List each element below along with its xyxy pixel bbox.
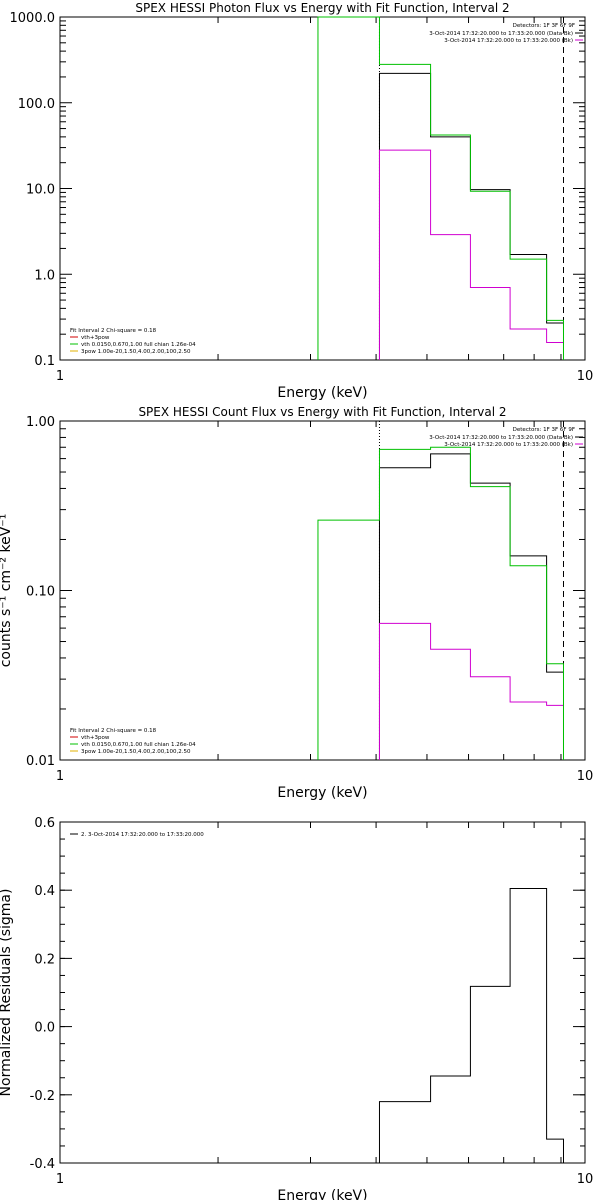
legend-top-right: Detectors: 1F 3F 6F 9F 3-Oct-2014 17:32:2…	[429, 427, 583, 448]
y-tick-label: 100.0	[18, 97, 55, 112]
y-axis-label: counts s⁻¹ cm⁻² keV⁻¹	[0, 514, 14, 668]
y-tick-label: 1000.0	[10, 11, 56, 26]
x-axis-label: Energy (keV)	[277, 1188, 367, 1200]
series-step-2	[378, 622, 564, 760]
legend-entry: vth+3pow	[81, 335, 110, 341]
series-step-1	[378, 453, 564, 760]
x-tick-label: 10	[577, 769, 594, 784]
x-tick-label: 1	[56, 1172, 64, 1187]
y-tick-label: 10.0	[26, 183, 55, 198]
series-step-3	[317, 16, 564, 360]
x-tick-label: 10	[577, 1172, 594, 1187]
chart-panel-2: SPEX HESSI Count Flux vs Energy with Fit…	[0, 405, 593, 801]
legend-entry: vth 0.0150,0.670,1.00 full chian 1.26e-0…	[81, 742, 196, 748]
y-tick-label: 0.0	[34, 1021, 55, 1036]
y-tick-label: 0.01	[26, 754, 55, 769]
y-tick-label: 0.10	[26, 585, 55, 600]
legend-header: Detectors: 1F 3F 6F 9F	[513, 23, 575, 29]
legend-entry: 3pow 1.00e-20,1.50,4.00,2.00,100,2.50	[81, 349, 191, 355]
legend-top-left: 2. 3-Oct-2014 17:32:20.000 to 17:33:20.0…	[70, 832, 204, 838]
chart-panel-1: SPEX HESSI Photon Flux vs Energy with Fi…	[10, 1, 594, 401]
series-step-1	[378, 887, 564, 1163]
plot-frame	[59, 420, 586, 761]
y-tick-label: 0.4	[34, 884, 55, 899]
x-tick-label: 1	[56, 769, 64, 784]
legend-bottom-left: Fit Interval 2 Chi-square = 0.18vth+3pow…	[70, 728, 196, 755]
x-tick-label: 1	[56, 369, 64, 384]
y-tick-label: 1.0	[34, 268, 55, 283]
x-axis-label: Energy (keV)	[277, 385, 367, 401]
legend-entry: 2. 3-Oct-2014 17:32:20.000 to 17:33:20.0…	[81, 832, 204, 838]
series-step-1	[378, 72, 564, 360]
legend-entry: 3-Oct-2014 17:32:20.000 to 17:33:20.000 …	[444, 442, 573, 448]
legend-entry: 3-Oct-2014 17:32:20.000 to 17:33:20.000 …	[429, 31, 573, 37]
plot-frame	[59, 16, 586, 361]
y-tick-label: -0.4	[30, 1157, 55, 1172]
legend-header: Detectors: 1F 3F 6F 9F	[513, 427, 575, 433]
legend-entry: vth+3pow	[81, 735, 110, 741]
legend-header: Fit Interval 2 Chi-square = 0.18	[70, 728, 157, 734]
series-step-3	[317, 446, 564, 760]
y-tick-label: 0.2	[34, 952, 55, 967]
chart-title: SPEX HESSI Count Flux vs Energy with Fit…	[138, 405, 506, 419]
y-tick-label: 0.1	[34, 354, 55, 369]
legend-header: Fit Interval 2 Chi-square = 0.18	[70, 328, 157, 334]
legend-entry: vth 0.0150,0.670,1.00 full chian 1.26e-0…	[81, 342, 196, 348]
plot-frame	[59, 821, 586, 1164]
y-tick-label: -0.2	[30, 1089, 55, 1104]
chart-panel-3: 1 10 Energy (keV) -0.4 -0.2 0.0 0.2 0.4 0.6 Norma…	[0, 816, 593, 1200]
legend-bottom-left: Fit Interval 2 Chi-square = 0.18vth+3pow…	[70, 328, 196, 355]
legend-entry: 3pow 1.00e-20,1.50,4.00,2.00,100,2.50	[81, 749, 191, 755]
chart-title: SPEX HESSI Photon Flux vs Energy with Fi…	[135, 1, 509, 15]
y-axis-label: Normalized Residuals (sigma)	[0, 889, 14, 1097]
y-tick-label: 0.6	[34, 816, 55, 831]
x-axis-label: Energy (keV)	[277, 785, 367, 801]
series-step-2	[378, 149, 564, 360]
legend-entry: 3-Oct-2014 17:32:20.000 to 17:33:20.000 …	[444, 38, 573, 44]
x-tick-label: 10	[577, 369, 594, 384]
legend-top-right: Detectors: 1F 3F 6F 9F 3-Oct-2014 17:32:2…	[429, 23, 583, 44]
y-tick-label: 1.00	[26, 415, 55, 430]
legend-entry: 3-Oct-2014 17:32:20.000 to 17:33:20.000 …	[429, 435, 573, 441]
